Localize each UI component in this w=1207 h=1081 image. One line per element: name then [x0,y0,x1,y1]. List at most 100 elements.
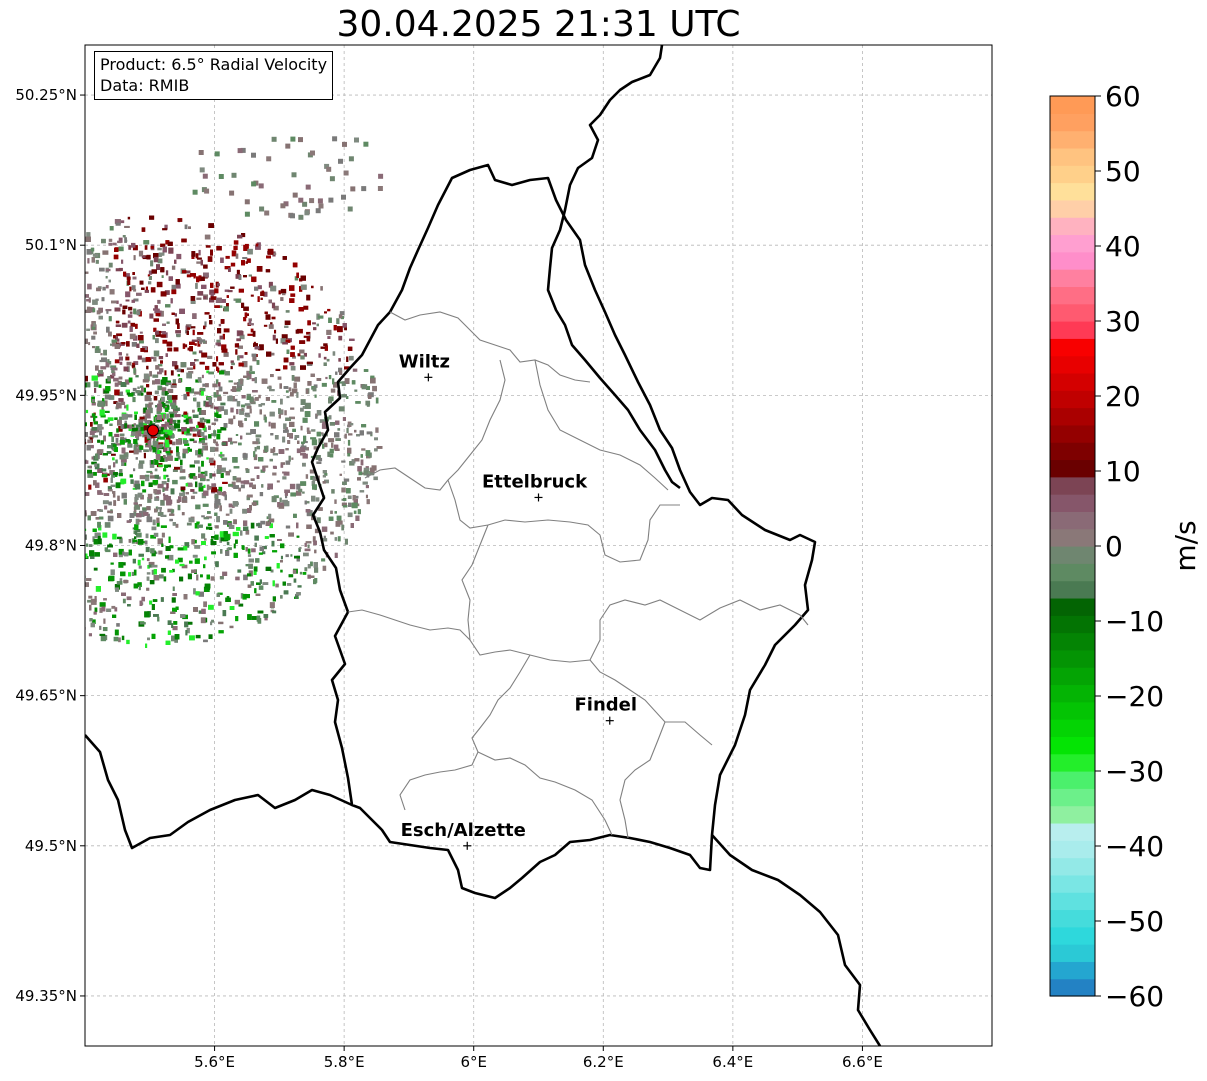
colorbar-segment [1050,926,1095,945]
lon-tick-label: 6°E [460,1053,487,1071]
canton-line [364,359,506,491]
colorbar-tick-label: 50 [1105,155,1141,188]
colorbar-segment [1050,407,1095,426]
colorbar-segment [1050,234,1095,253]
canton-line [477,751,613,836]
colorbar-segment [1050,511,1095,530]
colorbar-segment [1050,286,1095,305]
colorbar-segment [1050,753,1095,772]
germany-luxembourg-border [546,45,681,490]
colorbar-segment [1050,303,1095,322]
lon-tick-label: 5.8°E [324,1053,365,1071]
colorbar-segment [1050,857,1095,876]
info-box: Product: 6.5° Radial Velocity Data: RMIB [94,51,334,100]
colorbar-segment [1050,892,1095,911]
colorbar-segment [1050,494,1095,512]
lat-tick-label: 49.95°N [15,386,77,404]
lon-tick-label: 6.4°E [712,1053,753,1071]
colorbar-segment [1050,597,1095,616]
colorbar-segment [1050,563,1095,582]
radar-site-dot [147,424,160,437]
colorbar-segment [1050,944,1095,962]
map-gridlines [85,45,992,1046]
colorbar-tick-label: 20 [1105,380,1141,413]
canton-line [447,479,680,563]
colorbar-tick-label: 10 [1105,455,1141,488]
colorbar-segment [1050,130,1095,149]
colorbar-segment [1050,476,1095,495]
colorbar-segment [1050,113,1095,132]
colorbar-segment [1050,442,1095,461]
germany-france-border [711,834,882,1046]
colorbar-segment [1050,182,1095,201]
colorbar-unit-label: m/s [1169,520,1202,571]
colorbar-tick-label: 40 [1105,230,1141,263]
belgium-france-border [85,734,353,850]
lat-tick-label: 49.8°N [25,537,77,555]
lat-tick-label: 50.25°N [15,86,77,104]
colorbar-segment [1050,459,1095,478]
colorbar-segment [1050,736,1095,755]
lat-tick-label: 49.5°N [25,837,77,855]
colorbar-segment [1050,355,1095,374]
radar-site-marker [147,424,160,437]
canton-line [461,524,809,663]
colorbar-segment [1050,96,1095,114]
city-label: Findel [574,695,637,716]
lat-tick-label: 49.35°N [15,987,77,1005]
canton-line [389,311,591,383]
lon-tick-label: 5.6°E [194,1053,235,1071]
colorbar-tick-label: −40 [1105,830,1164,863]
city-label: Esch/Alzette [401,820,526,841]
colorbar-segment [1050,321,1095,339]
colorbar-segment [1050,840,1095,859]
colorbar-segment [1050,424,1095,443]
colorbar: 60 50 40 30 20 10 0 −10 −20 −30 −40 −50 −60 m/s [1049,80,1202,1013]
colorbar-segment [1050,701,1095,720]
colorbar-segment [1050,251,1095,270]
colorbar-segment [1050,338,1095,357]
canton-line [534,359,669,491]
radar-velocity-layer [85,136,384,648]
colorbar-tick-label: −10 [1105,605,1164,638]
colorbar-segment [1050,165,1095,184]
colorbar-segment [1050,961,1095,980]
colorbar-tick-label: 0 [1105,530,1123,563]
luxembourg-border [310,163,817,900]
lat-tick-label: 50.1°N [25,236,77,254]
colorbar-segment [1050,615,1095,634]
colorbar-tick-label: −30 [1105,755,1164,788]
city-label: Ettelbruck [482,471,588,492]
colorbar-tick-label: 60 [1105,80,1141,113]
canton-boundaries [347,311,809,839]
canton-line [589,659,713,746]
colorbar-segment [1050,269,1095,287]
colorbar-segment [1050,372,1095,391]
lon-tick-label: 6.2°E [583,1053,624,1071]
colorbar-segment [1050,978,1095,997]
canton-line [399,654,531,811]
colorbar-segment [1050,684,1095,703]
colorbar-segment [1050,649,1095,668]
colorbar-segment [1050,822,1095,841]
colorbar-segment [1050,147,1095,166]
data-source-text: Data: RMIB [100,76,190,95]
colorbar-segment [1050,805,1095,824]
colorbar-segment [1050,632,1095,651]
city-label: Wiltz [399,351,450,372]
colorbar-segment [1050,667,1095,686]
colorbar-tick-label: −50 [1105,905,1164,938]
colorbar-segment [1050,788,1095,807]
colorbar-segment [1050,528,1095,547]
map-title: 30.04.2025 21:31 UTC [336,4,741,45]
colorbar-tick-label: −60 [1105,980,1164,1013]
colorbar-segment [1050,719,1095,737]
colorbar-segment [1050,580,1095,599]
lat-tick-label: 49.65°N [15,687,77,705]
country-borders [85,45,882,1046]
colorbar-segment [1050,217,1095,236]
axis-ticks: 5.6°E 5.8°E 6°E 6.2°E 6.4°E 6.6°E 50.25°N 50.1°… [15,86,883,1071]
colorbar-segment [1050,390,1095,409]
canton-line [347,609,471,641]
